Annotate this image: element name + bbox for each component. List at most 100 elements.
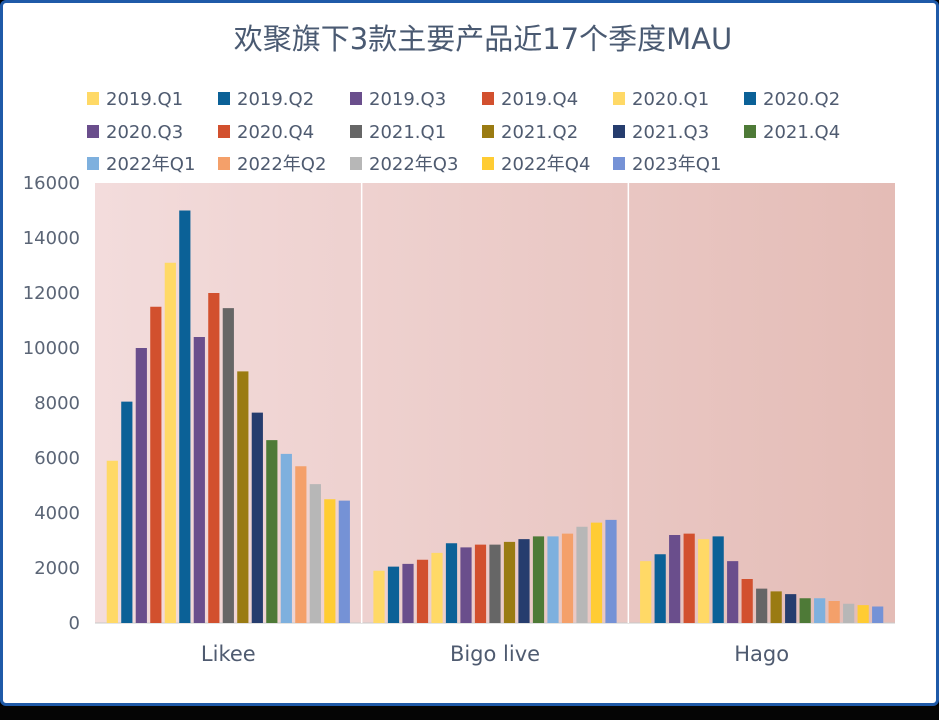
legend-item: 2020.Q4 bbox=[218, 122, 314, 143]
bar bbox=[106, 460, 118, 623]
y-tick-label: 0 bbox=[69, 613, 80, 634]
bar bbox=[828, 601, 840, 623]
legend-swatch bbox=[482, 92, 494, 105]
legend-swatch bbox=[744, 125, 756, 138]
bar bbox=[654, 554, 666, 623]
y-tick-label: 10000 bbox=[23, 338, 80, 359]
legend-swatch bbox=[87, 157, 99, 170]
bar bbox=[373, 570, 385, 623]
category-label: Likee bbox=[201, 642, 256, 666]
bar bbox=[785, 594, 797, 624]
bar bbox=[474, 544, 487, 624]
bar bbox=[605, 519, 617, 624]
legend-item: 2023年Q1 bbox=[613, 154, 721, 175]
legend-item: 2021.Q4 bbox=[744, 122, 840, 143]
bar bbox=[387, 566, 400, 624]
legend-swatch bbox=[613, 92, 625, 105]
bar bbox=[295, 466, 307, 623]
bottom-strip bbox=[0, 706, 939, 720]
legend-label: 2022年Q2 bbox=[237, 154, 326, 175]
bar bbox=[135, 348, 147, 623]
legend-label: 2019.Q1 bbox=[106, 89, 183, 110]
legend-label: 2022年Q1 bbox=[106, 154, 195, 175]
bar bbox=[324, 499, 336, 623]
y-tick-label: 4000 bbox=[34, 503, 80, 524]
legend: 2019.Q1 2019.Q2 2019.Q3 2019.Q4 2020.Q1 2020.… bbox=[87, 89, 840, 175]
bars bbox=[106, 210, 884, 624]
category-label: Hago bbox=[734, 642, 789, 666]
category-label: Bigo live bbox=[450, 642, 540, 666]
bar bbox=[208, 293, 220, 623]
legend-item: 2022年Q3 bbox=[350, 154, 458, 175]
bar bbox=[741, 579, 753, 623]
bar bbox=[872, 606, 884, 623]
legend-swatch bbox=[350, 157, 362, 170]
legend-swatch bbox=[613, 157, 625, 170]
bar bbox=[460, 547, 472, 624]
legend-label: 2019.Q4 bbox=[501, 89, 578, 110]
y-tick-label: 2000 bbox=[34, 558, 80, 579]
bar bbox=[222, 308, 234, 624]
bar bbox=[518, 539, 530, 624]
legend-item: 2022年Q2 bbox=[218, 154, 326, 175]
legend-swatch bbox=[482, 125, 494, 138]
bar bbox=[179, 210, 191, 623]
legend-swatch bbox=[744, 92, 756, 105]
bar bbox=[416, 559, 429, 623]
legend-item: 2021.Q3 bbox=[613, 122, 709, 143]
legend-item: 2019.Q1 bbox=[87, 89, 183, 110]
bar bbox=[251, 412, 263, 624]
bar bbox=[280, 453, 292, 624]
legend-item: 2020.Q3 bbox=[87, 122, 183, 143]
bar bbox=[640, 561, 652, 624]
legend-label: 2020.Q4 bbox=[237, 122, 314, 143]
legend-item: 2020.Q2 bbox=[744, 89, 840, 110]
bar bbox=[669, 535, 681, 623]
bar bbox=[431, 552, 443, 624]
chart-title: 欢聚旗下3款主要产品近17个季度MAU bbox=[234, 22, 732, 56]
bar bbox=[193, 337, 205, 623]
legend-label: 2019.Q3 bbox=[369, 89, 446, 110]
bar bbox=[489, 544, 501, 624]
bar bbox=[576, 526, 588, 623]
legend-swatch bbox=[87, 125, 99, 138]
bar bbox=[402, 563, 414, 624]
y-tick-label: 14000 bbox=[23, 228, 80, 249]
bar bbox=[338, 500, 350, 624]
bar bbox=[309, 484, 321, 624]
legend-swatch bbox=[218, 125, 230, 138]
bar bbox=[532, 536, 545, 624]
legend-label: 2023年Q1 bbox=[632, 154, 721, 175]
legend-label: 2019.Q2 bbox=[237, 89, 314, 110]
bar bbox=[561, 533, 574, 624]
legend-label: 2021.Q2 bbox=[501, 122, 578, 143]
bar bbox=[503, 541, 516, 624]
legend-item: 2020.Q1 bbox=[613, 89, 709, 110]
bar bbox=[712, 536, 724, 624]
bar bbox=[857, 605, 869, 624]
bar bbox=[164, 262, 176, 623]
legend-label: 2021.Q3 bbox=[632, 122, 709, 143]
y-tick-label: 6000 bbox=[34, 448, 80, 469]
bar bbox=[237, 371, 249, 624]
legend-item: 2022年Q4 bbox=[482, 154, 590, 175]
bar bbox=[843, 603, 855, 623]
legend-swatch bbox=[218, 157, 230, 170]
bar bbox=[266, 440, 278, 624]
y-tick-label: 8000 bbox=[34, 393, 80, 414]
legend-label: 2020.Q1 bbox=[632, 89, 709, 110]
legend-label: 2020.Q3 bbox=[106, 122, 183, 143]
bar bbox=[547, 536, 559, 624]
chart-svg: 欢聚旗下3款主要产品近17个季度MAU 2019.Q1 2019.Q2 2019.Q… bbox=[23, 22, 895, 666]
legend-item: 2021.Q2 bbox=[482, 122, 578, 143]
bar bbox=[770, 591, 782, 624]
legend-swatch bbox=[613, 125, 625, 138]
x-axis: Likee Bigo live Hago bbox=[201, 642, 789, 666]
bar bbox=[727, 561, 739, 624]
legend-swatch bbox=[350, 92, 362, 105]
legend-item: 2019.Q4 bbox=[482, 89, 578, 110]
bar bbox=[121, 401, 133, 624]
legend-label: 2021.Q1 bbox=[369, 122, 446, 143]
bar bbox=[799, 598, 811, 623]
bar bbox=[698, 539, 710, 624]
